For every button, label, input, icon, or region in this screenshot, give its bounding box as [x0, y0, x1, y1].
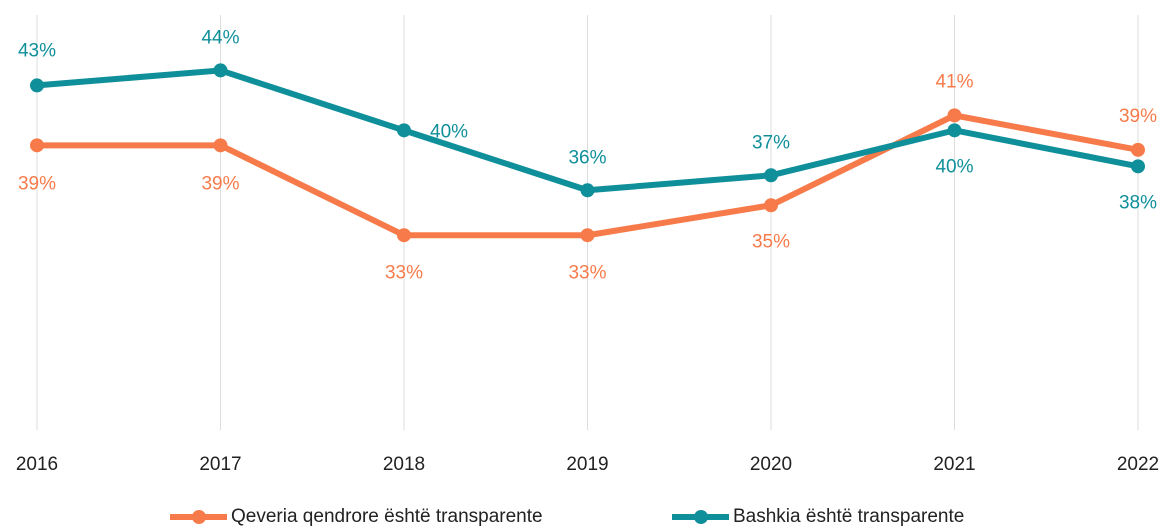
data-label: 33%	[385, 262, 423, 283]
data-label: 40%	[935, 156, 973, 177]
point	[947, 108, 962, 123]
data-label: 37%	[752, 132, 790, 153]
legend-label: Qeveria qendrore është transparente	[231, 506, 543, 527]
x-tick-label: 2022	[1117, 454, 1159, 475]
point	[213, 138, 228, 153]
point	[580, 183, 595, 198]
point	[947, 123, 962, 138]
x-tick-label: 2019	[566, 454, 608, 475]
point	[213, 63, 228, 78]
data-label: 43%	[18, 40, 56, 61]
point	[397, 123, 411, 138]
legend-label: Bashkia është transparente	[733, 506, 964, 527]
point	[1131, 142, 1145, 157]
x-tick-label: 2021	[933, 454, 975, 475]
point	[30, 78, 44, 93]
point	[764, 198, 778, 213]
point	[30, 138, 44, 153]
legend-marker	[192, 510, 206, 524]
point	[764, 168, 778, 183]
point	[397, 228, 411, 243]
data-label: 33%	[568, 262, 606, 283]
point	[1131, 159, 1145, 174]
data-label: 35%	[752, 231, 790, 252]
data-label: 36%	[568, 147, 606, 168]
point	[580, 228, 595, 243]
data-label: 44%	[201, 27, 239, 48]
legend-marker	[694, 510, 708, 524]
data-label: 39%	[201, 173, 239, 194]
data-label: 39%	[18, 173, 56, 194]
data-label: 39%	[1119, 106, 1157, 127]
x-tick-label: 2020	[750, 454, 792, 475]
x-tick-label: 2016	[16, 454, 58, 475]
x-tick-label: 2017	[199, 454, 241, 475]
data-label: 41%	[935, 71, 973, 92]
data-label: 38%	[1119, 192, 1157, 213]
data-label: 40%	[430, 121, 468, 142]
x-tick-label: 2018	[383, 454, 425, 475]
